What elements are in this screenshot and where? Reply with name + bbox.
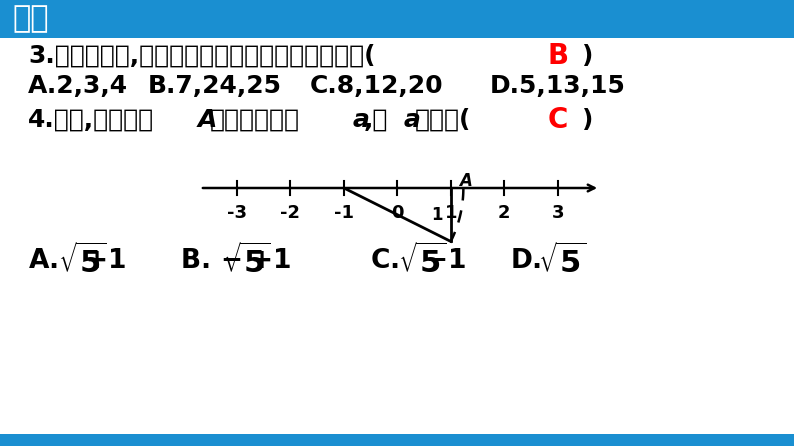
Text: a: a	[353, 108, 370, 132]
Text: A.2,3,4: A.2,3,4	[28, 74, 128, 98]
Text: 1: 1	[431, 206, 443, 224]
Text: 0: 0	[391, 204, 403, 222]
Text: ): )	[582, 108, 593, 132]
Text: -1: -1	[334, 204, 354, 222]
Text: C: C	[548, 106, 569, 134]
Text: a: a	[404, 108, 421, 132]
Bar	[0, 434, 794, 446]
Text: B: B	[547, 42, 569, 70]
Bar	[0, 0, 794, 38]
Text: $\mathbf{B.-}$: $\mathbf{B.-}$	[180, 248, 241, 274]
Text: 4.如图,数轴上点: 4.如图,数轴上点	[28, 108, 154, 132]
Text: ): )	[582, 44, 593, 68]
Text: C.8,12,20: C.8,12,20	[310, 74, 444, 98]
Text: A: A	[198, 108, 218, 132]
Text: $\sqrt{\mathbf{5}}$: $\sqrt{\mathbf{5}}$	[58, 243, 106, 279]
Text: 1: 1	[445, 204, 457, 222]
Text: A: A	[459, 172, 472, 190]
Text: 3: 3	[551, 204, 564, 222]
Text: 数学: 数学	[12, 4, 48, 33]
Text: ,则: ,则	[364, 108, 388, 132]
Text: 的值是(: 的值是(	[415, 108, 472, 132]
Text: 所表示的数为: 所表示的数为	[210, 108, 300, 132]
Text: $\mathbf{A.}$: $\mathbf{A.}$	[28, 248, 58, 274]
Text: B.7,24,25: B.7,24,25	[148, 74, 282, 98]
Text: $\sqrt{\mathbf{5}}$: $\sqrt{\mathbf{5}}$	[222, 243, 270, 279]
Text: $\sqrt{\mathbf{5}}$: $\sqrt{\mathbf{5}}$	[538, 243, 586, 279]
Text: $\mathbf{+1}$: $\mathbf{+1}$	[85, 248, 125, 274]
Text: -2: -2	[280, 204, 300, 222]
Text: $\mathbf{D.}$: $\mathbf{D.}$	[510, 248, 542, 274]
Text: 3.下列各组数,可以作为直角三角形的三边长的是(: 3.下列各组数,可以作为直角三角形的三边长的是(	[28, 44, 376, 68]
Text: $\sqrt{\mathbf{5}}$: $\sqrt{\mathbf{5}}$	[398, 243, 446, 279]
Text: 2: 2	[498, 204, 511, 222]
Text: D.5,13,15: D.5,13,15	[490, 74, 626, 98]
Text: $\mathbf{C.}$: $\mathbf{C.}$	[370, 248, 399, 274]
Text: -3: -3	[227, 204, 247, 222]
Text: $\mathbf{-1}$: $\mathbf{-1}$	[425, 248, 466, 274]
Text: $\mathbf{+1}$: $\mathbf{+1}$	[250, 248, 291, 274]
